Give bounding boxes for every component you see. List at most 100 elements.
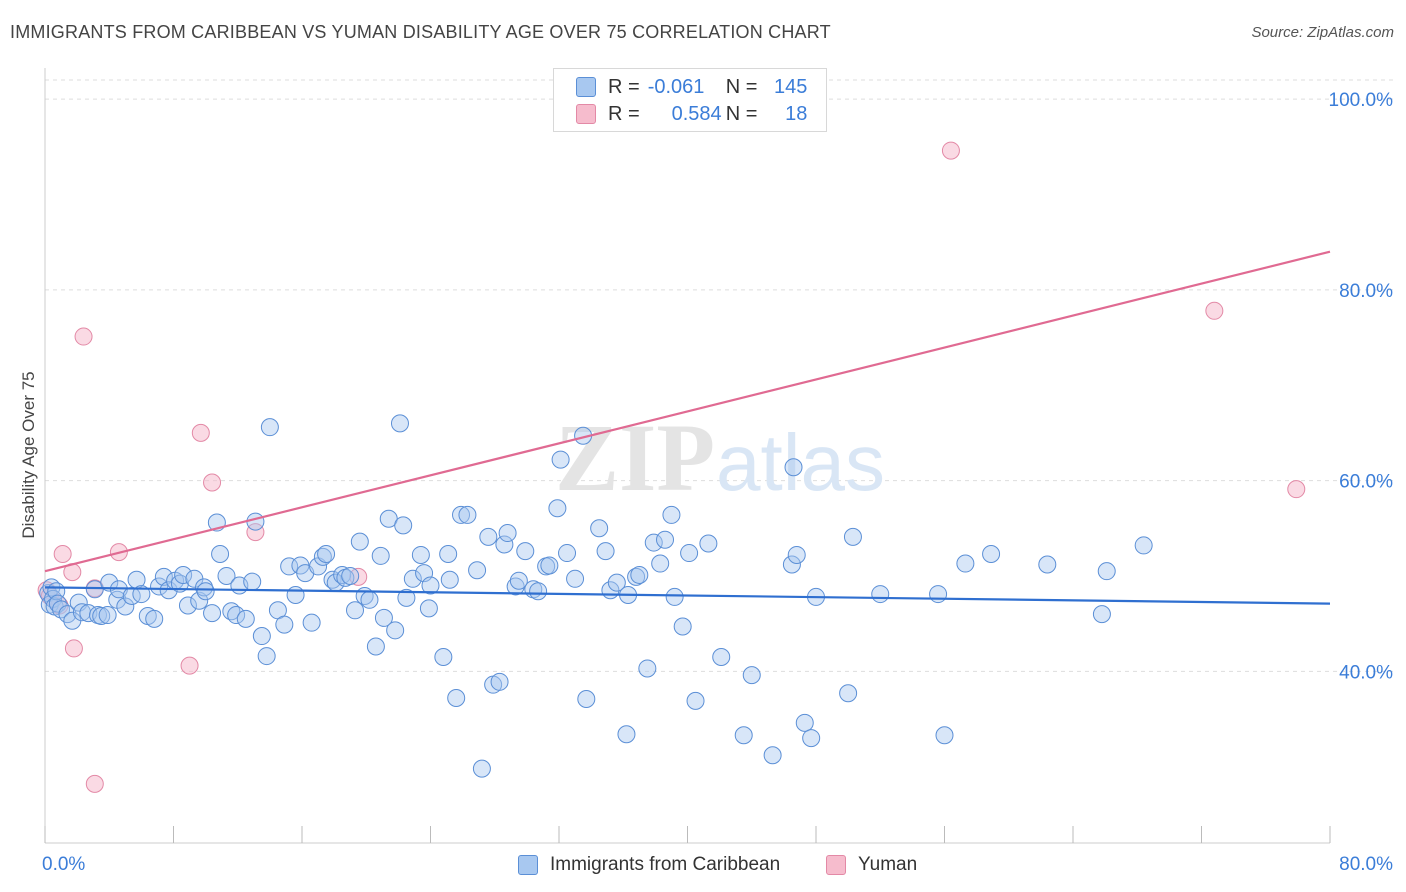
legend-n-value: 18 — [785, 102, 808, 125]
caribbean-point — [607, 573, 626, 592]
caribbean-point — [286, 586, 305, 605]
caribbean-point — [712, 648, 731, 667]
yuman-legend-label: Yuman — [858, 854, 918, 875]
correlation-legend: R = -0.061 N = 145 R = 0.584 N = 18 — [553, 68, 827, 132]
caribbean-point — [509, 571, 528, 590]
caribbean-point — [577, 689, 596, 708]
caribbean-point — [360, 590, 379, 609]
caribbean-point — [673, 617, 692, 636]
x-tick-label: 0.0% — [42, 854, 85, 875]
source-credit: Source: ZipAtlas.com — [1251, 24, 1394, 41]
caribbean-point — [558, 544, 577, 563]
caribbean-point — [374, 608, 393, 627]
caribbean-point — [843, 527, 862, 546]
caribbean-point — [665, 587, 684, 606]
caribbean-point — [452, 505, 471, 524]
caribbean-point — [956, 554, 975, 573]
caribbean-point — [159, 581, 178, 600]
caribbean-point — [498, 524, 517, 543]
caribbean-point — [763, 746, 782, 765]
caribbean-point — [596, 542, 615, 561]
caribbean-point — [227, 606, 246, 625]
legend-row-caribbean: R = -0.061 N = 145 — [576, 75, 807, 99]
caribbean-point — [203, 604, 222, 623]
caribbean-point — [257, 647, 276, 666]
caribbean-swatch — [576, 77, 596, 97]
caribbean-point — [742, 666, 761, 685]
caribbean-point — [529, 582, 548, 601]
caribbean-point — [421, 576, 440, 595]
caribbean-point — [366, 637, 385, 656]
caribbean-point — [116, 597, 135, 616]
caribbean-point — [403, 569, 422, 588]
caribbean-point — [734, 726, 753, 745]
caribbean-point — [447, 689, 466, 708]
caribbean-point — [638, 659, 657, 678]
caribbean-point — [630, 565, 649, 584]
caribbean-point — [341, 566, 360, 585]
caribbean-point — [313, 547, 332, 566]
caribbean-point — [150, 577, 169, 596]
caribbean-point — [52, 600, 71, 619]
caribbean-point — [787, 545, 806, 564]
watermark-zip: ZIP — [555, 404, 715, 511]
caribbean-point — [236, 609, 255, 628]
yuman-legend-swatch — [826, 855, 846, 875]
caribbean-point — [317, 545, 336, 564]
caribbean-point — [1134, 536, 1153, 555]
caribbean-trend-line — [44, 586, 1331, 605]
caribbean-point — [802, 729, 821, 748]
trend-lines — [44, 250, 1331, 605]
chart-title: IMMIGRANTS FROM CARIBBEAN VS YUMAN DISAB… — [10, 22, 831, 42]
caribbean-point — [275, 615, 294, 634]
caribbean-point — [566, 569, 585, 588]
caribbean-point — [782, 555, 801, 574]
legend-n-value: 145 — [774, 75, 808, 98]
caribbean-point — [439, 545, 458, 564]
y-tick-label: 60.0% — [1339, 472, 1393, 493]
y-tick-label: 100.0% — [1329, 90, 1394, 111]
y-tick-label: 80.0% — [1339, 281, 1393, 302]
caribbean-point — [516, 542, 535, 561]
caribbean-point — [243, 572, 262, 591]
caribbean-point — [662, 505, 681, 524]
caribbean-point — [784, 458, 803, 477]
caribbean-point — [551, 450, 570, 469]
caribbean-point — [98, 606, 117, 625]
caribbean-point — [92, 607, 111, 626]
caribbean-point — [397, 588, 416, 607]
yuman-point — [85, 774, 104, 793]
caribbean-point — [371, 546, 390, 565]
caribbean-point — [651, 554, 670, 573]
caribbean-point — [929, 585, 948, 604]
caribbean-point — [252, 627, 271, 646]
legend-r-value: -0.061 — [647, 75, 705, 98]
caribbean-point — [479, 527, 498, 546]
caribbean-point — [644, 533, 663, 552]
caribbean-point — [1092, 605, 1111, 624]
caribbean-point — [211, 545, 230, 564]
yuman-point — [941, 141, 960, 160]
caribbean-point — [154, 567, 173, 586]
caribbean-point — [302, 613, 321, 632]
caribbean-point — [458, 505, 477, 524]
y-tick-label: 40.0% — [1339, 662, 1393, 683]
yuman-point — [1287, 480, 1306, 499]
yuman-point — [246, 523, 265, 542]
yuman-point — [203, 473, 222, 492]
axes — [44, 68, 1331, 844]
legend-r-label: R = — [608, 75, 640, 98]
caribbean-point — [982, 545, 1001, 564]
caribbean-point — [935, 726, 954, 745]
legend-row-yuman: R = 0.584 N = 18 — [576, 102, 807, 126]
yuman-point — [1205, 301, 1224, 320]
caribbean-point — [839, 684, 858, 703]
caribbean-point — [506, 577, 525, 596]
caribbean-point — [468, 561, 487, 580]
bottom-legend-yuman: Yuman — [826, 852, 917, 878]
caribbean-point — [1038, 555, 1057, 574]
caribbean-point — [132, 585, 151, 604]
caribbean-points — [39, 414, 1153, 778]
caribbean-legend-label: Immigrants from Caribbean — [550, 854, 781, 875]
